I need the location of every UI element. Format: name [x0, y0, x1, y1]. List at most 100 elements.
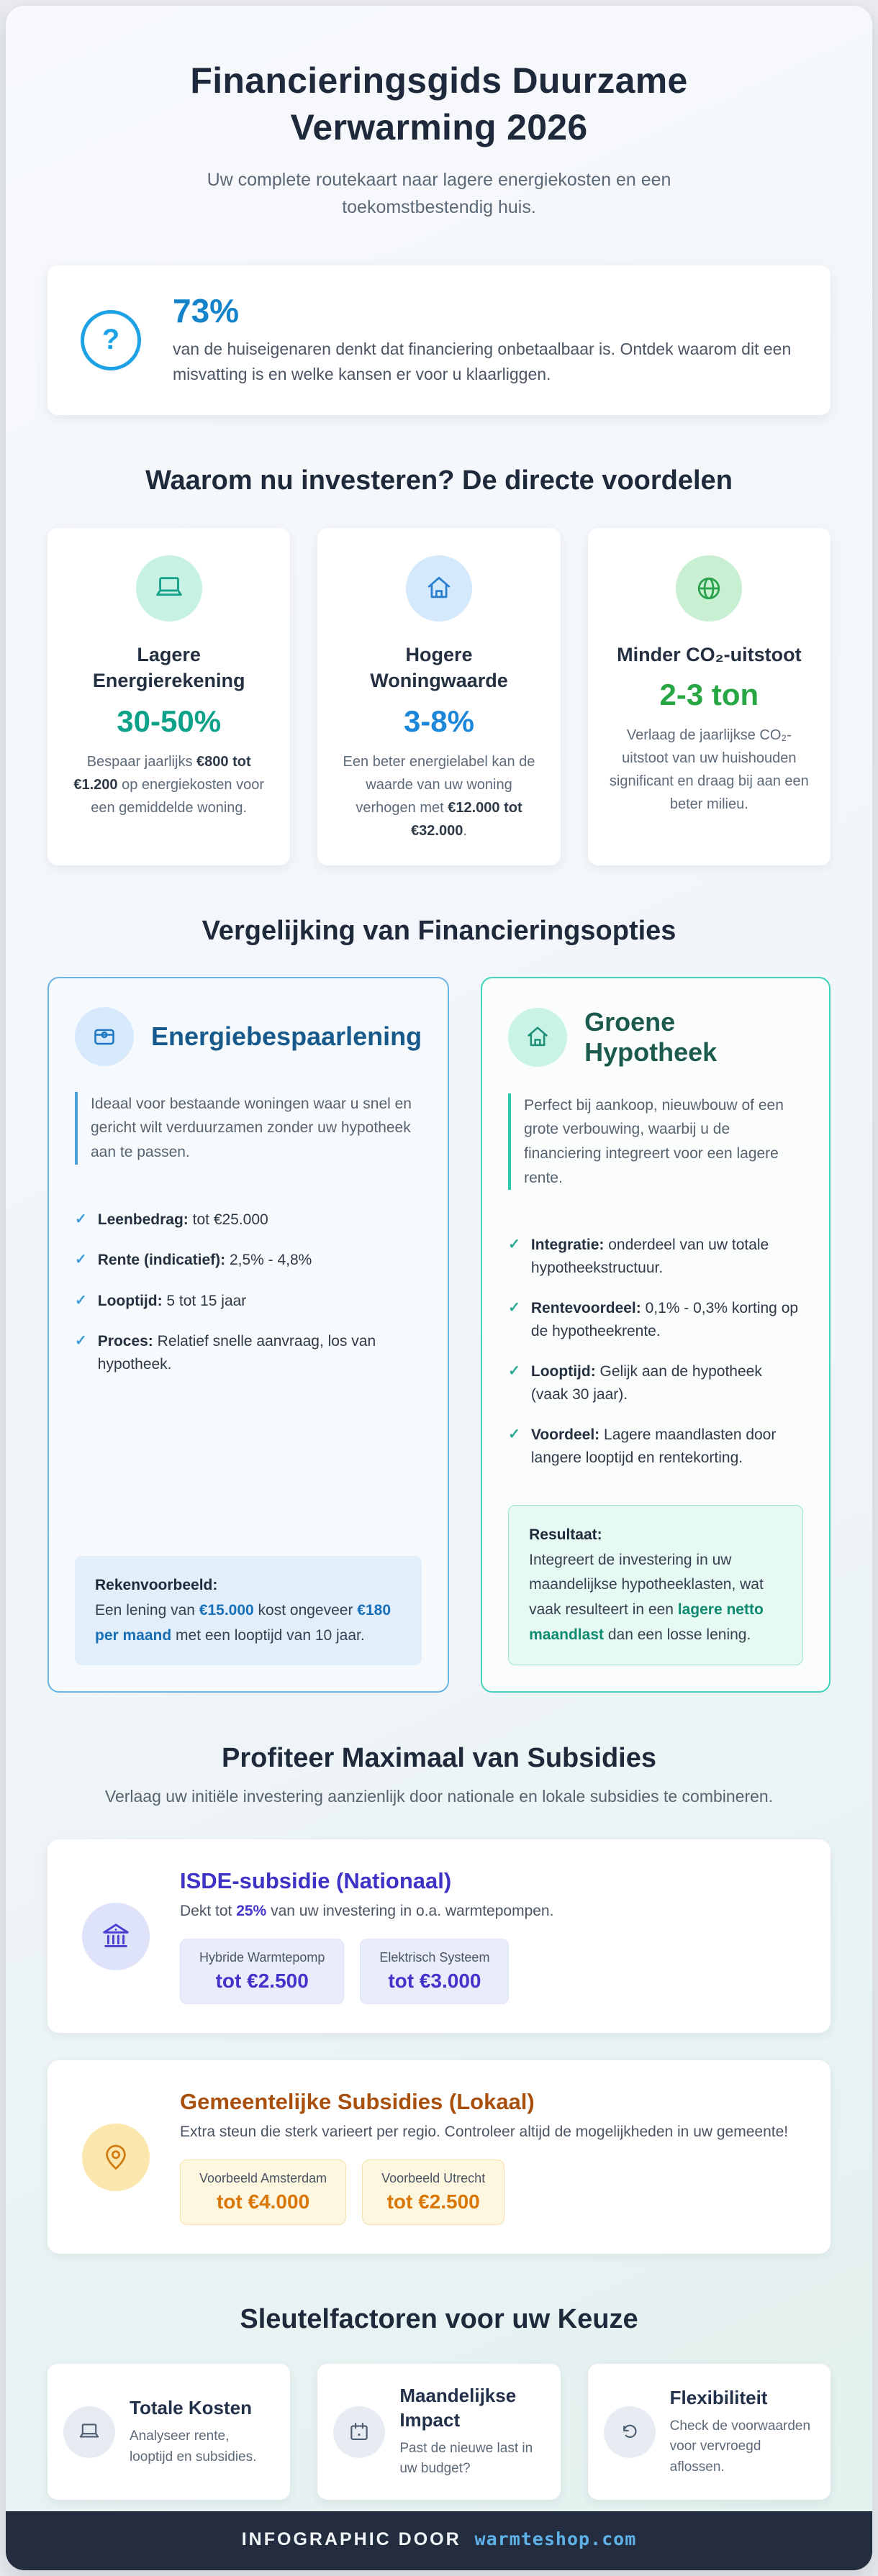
factor-text: Past de nieuwe last in uw budget?	[399, 2440, 533, 2477]
list-item: ✓ Rente (indicatief): 2,5% - 4,8%	[75, 1249, 422, 1272]
benefit-stat: 3-8%	[403, 704, 475, 738]
footer-credit-label: INFOGRAPHIC DOOR	[241, 2529, 461, 2549]
factors-grid: Totale Kosten Analyseer rente, looptijd …	[47, 2364, 831, 2500]
benefit-stat: 2-3 ton	[659, 678, 759, 712]
chip-amount: tot €2.500	[215, 1970, 309, 1993]
subsidy-chip: Voorbeeld Utrecht tot €2.500	[362, 2159, 505, 2226]
subsidy-chip: Voorbeeld Amsterdam tot €4.000	[180, 2159, 347, 2226]
footer: INFOGRAPHIC DOOR warmteshop.com	[6, 2511, 872, 2570]
subsidy-chip: Hybride Warmtepomp tot €2.500	[180, 1939, 345, 2005]
chip-amount: tot €3.000	[388, 1970, 481, 1993]
list-item: ✓ Looptijd: Gelijk aan de hypotheek (vaa…	[508, 1360, 803, 1406]
list-item-text: Rente (indicatief): 2,5% - 4,8%	[97, 1252, 312, 1269]
chip-label: Hybride Warmtepomp	[199, 1950, 325, 1965]
list-item: ✓ Looptijd: 5 tot 15 jaar	[75, 1290, 422, 1313]
check-icon: ✓	[75, 1333, 87, 1350]
benefit-desc: Verlaag de jaarlijkse CO₂-uitstoot van u…	[609, 727, 809, 813]
benefit-card-woningwaarde: Hogere Woningwaarde 3-8% Een beter energ…	[317, 527, 561, 865]
rekenvoorbeeld-note: Rekenvoorbeeld: Een lening van €15.000 k…	[75, 1556, 422, 1666]
subsidy-card-content: ISDE-subsidie (Nationaal) Dekt tot 25% v…	[180, 1868, 554, 2005]
home-icon	[405, 555, 472, 622]
comparison-feature-list: ✓ Integratie: onderdeel van uw totale hy…	[508, 1234, 803, 1469]
stat-value: 73%	[173, 292, 240, 329]
undo-arrow-icon	[603, 2406, 656, 2458]
benefits-grid: Lagere Energierekening 30-50% Bespaar ja…	[47, 527, 831, 865]
chip-label: Voorbeeld Utrecht	[381, 2171, 486, 2186]
list-item: ✓ Proces: Relatief snelle aanvraag, los …	[75, 1330, 422, 1375]
subsidy-title: Gemeentelijke Subsidies (Lokaal)	[180, 2089, 535, 2115]
note-title: Rekenvoorbeeld:	[95, 1577, 218, 1594]
check-icon: ✓	[508, 1426, 520, 1443]
list-item-text: Looptijd: Gelijk aan de hypotheek (vaak …	[530, 1363, 762, 1403]
subsidy-chip: Elektrisch Systeem tot €3.000	[360, 1939, 510, 2005]
subsidy-chips: Hybride Warmtepomp tot €2.500 Elektrisch…	[180, 1939, 553, 2005]
home-icon	[508, 1007, 568, 1067]
subsidy-card-isde: ISDE-subsidie (Nationaal) Dekt tot 25% v…	[47, 1839, 831, 2034]
footer-space	[464, 2529, 471, 2549]
benefit-title: Hogere Woningwaarde	[370, 643, 508, 692]
factor-title: Totale Kosten	[130, 2397, 252, 2419]
benefit-desc: Een beter energielabel kan de waarde van…	[343, 753, 535, 839]
list-item: ✓ Voordeel: Lagere maandlasten door lang…	[508, 1424, 803, 1469]
comparison-heading: Vergelijking van Financieringsopties	[202, 915, 676, 946]
factor-title: Maandelijkse Impact	[399, 2385, 517, 2431]
chip-amount: tot €2.500	[386, 2190, 480, 2213]
question-mark-icon: ?	[81, 309, 141, 370]
check-icon: ✓	[508, 1237, 520, 1253]
comparison-intro: Perfect bij aankoop, nieuwbouw of een gr…	[508, 1093, 803, 1191]
page-subtitle: Uw complete routekaart naar lagere energ…	[207, 170, 671, 217]
benefit-title: Lagere Energierekening	[92, 643, 245, 692]
comparison-card-energiebespaarlening: Energiebespaarlening Ideaal voor bestaan…	[47, 976, 450, 1693]
chip-amount: tot €4.000	[216, 2190, 310, 2213]
wallet-icon	[75, 1006, 134, 1066]
comparison-intro: Ideaal voor bestaande woningen waar u sn…	[75, 1091, 422, 1165]
footer-brand-link[interactable]: warmteshop.com	[474, 2528, 637, 2549]
check-icon: ✓	[508, 1300, 520, 1316]
benefit-stat: 30-50%	[117, 704, 222, 738]
benefit-desc: Bespaar jaarlijks €800 tot €1.200 op ene…	[73, 753, 264, 816]
factor-text: Analyseer rente, looptijd en subsidies.	[130, 2429, 257, 2465]
comparison-card-title: Groene Hypotheek	[584, 1006, 718, 1067]
list-item: ✓ Rentevoordeel: 0,1% - 0,3% korting op …	[508, 1297, 803, 1342]
list-item-text: Rentevoordeel: 0,1% - 0,3% korting op de…	[530, 1300, 799, 1339]
comparison-card-header: Energiebespaarlening	[75, 1006, 422, 1066]
factor-content: Flexibiliteit Check de voorwaarden voor …	[670, 2386, 815, 2477]
resultaat-note: Resultaat: Integreert de investering in …	[508, 1505, 803, 1666]
comparison-card-title: Energiebespaarlening	[151, 1021, 422, 1051]
factor-title: Flexibiliteit	[669, 2386, 768, 2408]
comparison-grid: Energiebespaarlening Ideaal voor bestaan…	[47, 976, 831, 1693]
check-icon: ✓	[508, 1363, 520, 1380]
benefit-title: Minder CO₂-uitstoot	[617, 643, 802, 665]
stat-box: ? 73% van de huiseigenaren denkt dat fin…	[47, 265, 831, 415]
factor-text: Check de voorwaarden voor vervroegd aflo…	[669, 2418, 811, 2475]
list-item-text: Integratie: onderdeel van uw totale hypo…	[530, 1237, 769, 1276]
benefits-heading: Waarom nu investeren? De directe voordel…	[145, 465, 733, 496]
subsidy-desc: Dekt tot 25% van uw investering in o.a. …	[180, 1903, 554, 1920]
benefit-card-co2: Minder CO₂-uitstoot 2-3 ton Verlaag de j…	[587, 527, 831, 865]
stat-box-content: 73% van de huiseigenaren denkt dat finan…	[173, 293, 797, 388]
benefit-card-energierekening: Lagere Energierekening 30-50% Bespaar ja…	[47, 527, 291, 865]
chip-label: Elektrisch Systeem	[379, 1950, 490, 1965]
list-item-text: Looptijd: 5 tot 15 jaar	[97, 1292, 247, 1309]
list-item: ✓ Leenbedrag: tot €25.000	[75, 1209, 422, 1232]
calendar-icon	[333, 2406, 386, 2458]
comparison-card-header: Groene Hypotheek	[508, 1007, 803, 1068]
subsidy-card-content: Gemeentelijke Subsidies (Lokaal) Extra s…	[180, 2089, 788, 2226]
bank-icon	[82, 1902, 150, 1970]
stat-text: van de huiseigenaren denkt dat financier…	[173, 339, 792, 384]
comparison-card-groene-hypotheek: Groene Hypotheek Perfect bij aankoop, ni…	[481, 976, 831, 1693]
subsidy-title: ISDE-subsidie (Nationaal)	[180, 1868, 452, 1894]
check-icon: ✓	[75, 1211, 87, 1227]
list-item-text: Voordeel: Lagere maandlasten door langer…	[530, 1426, 777, 1466]
infographic-container: Financieringsgids Duurzame Verwarming 20…	[6, 6, 872, 2570]
list-item-text: Proces: Relatief snelle aanvraag, los va…	[97, 1333, 376, 1373]
factor-card-maandelijkse-impact: Maandelijkse Impact Past de nieuwe last …	[317, 2364, 561, 2500]
subsidies-subtitle: Verlaag uw initiële investering aanzienl…	[104, 1787, 774, 1806]
check-icon: ✓	[75, 1292, 87, 1309]
page-title: Financieringsgids Duurzame Verwarming 20…	[190, 60, 688, 147]
chip-label: Voorbeeld Amsterdam	[199, 2171, 327, 2186]
monitor-icon	[135, 555, 202, 622]
factor-content: Maandelijkse Impact Past de nieuwe last …	[399, 2384, 544, 2480]
subsidies-heading: Profiteer Maximaal van Subsidies	[221, 1743, 656, 1774]
factor-content: Totale Kosten Analyseer rente, looptijd …	[130, 2396, 274, 2467]
